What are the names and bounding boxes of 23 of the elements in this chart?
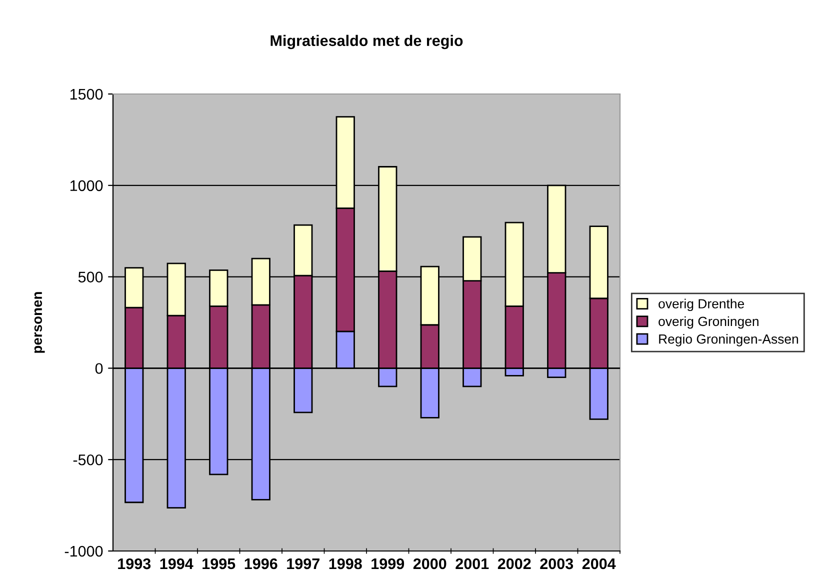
x-tick-label: 2002 <box>498 558 531 570</box>
x-tick-label: 1995 <box>202 558 236 570</box>
y-tick-label: 1500 <box>70 88 103 100</box>
legend-label: overig Drenthe <box>658 298 744 312</box>
y-tick-label: 1000 <box>70 180 103 192</box>
chart-title: Migratiesaldo met de regio <box>270 34 463 50</box>
y-tick-label: -500 <box>73 454 103 466</box>
x-tick-label: 2003 <box>540 558 574 570</box>
x-tick-label: 2004 <box>582 558 616 570</box>
x-tick-label: 1993 <box>118 558 151 570</box>
legend-label: overig Groningen <box>658 316 758 329</box>
x-tick-label: 1999 <box>372 558 404 570</box>
y-tick-label: 500 <box>78 272 103 282</box>
x-tick-label: 2000 <box>413 558 446 570</box>
x-tick-label: 1994 <box>160 558 194 570</box>
x-tick-label: 2001 <box>456 558 489 570</box>
x-tick-label: 1997 <box>287 558 320 570</box>
x-tick-label: 1996 <box>244 558 278 570</box>
y-tick-label: -1000 <box>64 546 103 557</box>
y-tick-label: 0 <box>95 363 103 374</box>
legend-label: Regio Groningen-Assen <box>659 334 798 346</box>
x-tick-label: 1998 <box>329 558 362 570</box>
y-axis-title: personen <box>34 292 45 353</box>
